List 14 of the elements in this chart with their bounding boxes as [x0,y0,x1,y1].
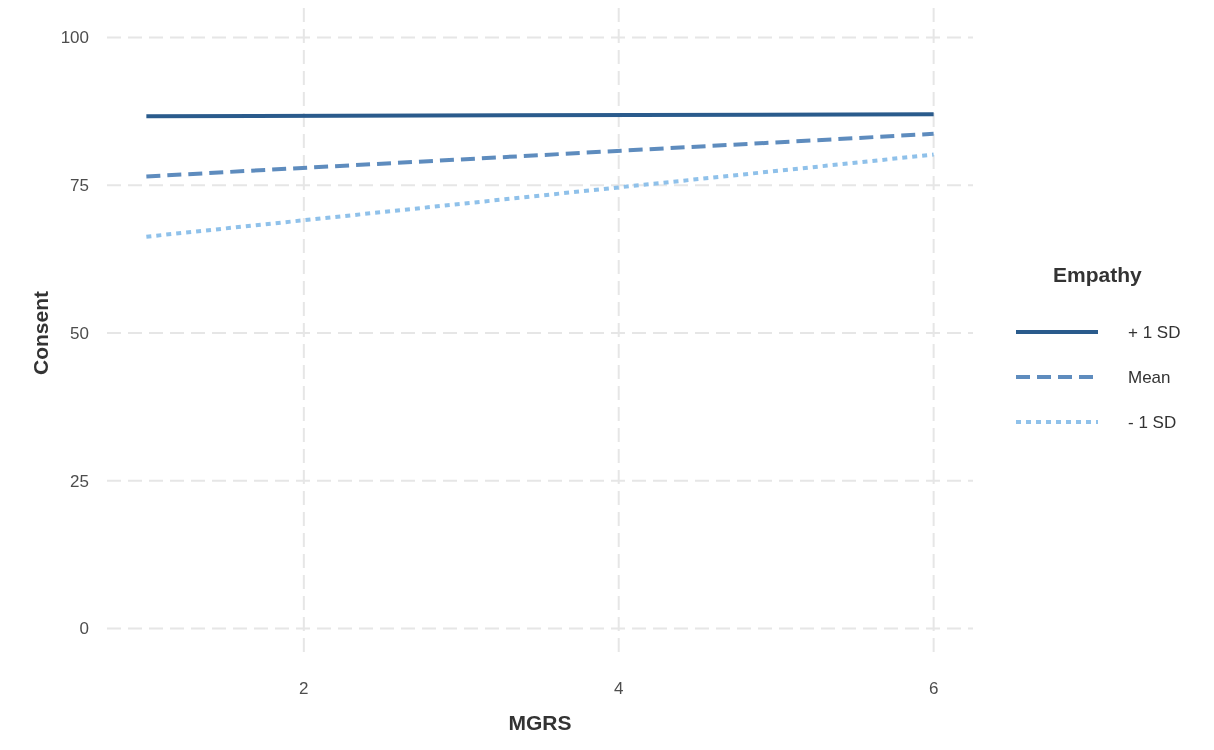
x-tick-label: 2 [299,679,309,698]
y-tick-label: 50 [70,323,89,343]
legend-label: - 1 SD [1128,412,1177,432]
x-tick-label: 4 [613,679,624,698]
y-tick-label: 25 [70,471,89,491]
legend-label: + 1 SD [1128,322,1181,342]
y-tick-label: 75 [70,176,89,196]
legend-label: Mean [1128,367,1171,387]
x-tick-label: 6 [928,679,939,698]
y-axis-title: Consent [29,290,52,375]
x-axis-title: MGRS [508,711,572,734]
y-tick-label: 0 [79,619,89,639]
legend-title: Empathy [1053,263,1143,286]
y-tick-label: 100 [60,28,89,48]
